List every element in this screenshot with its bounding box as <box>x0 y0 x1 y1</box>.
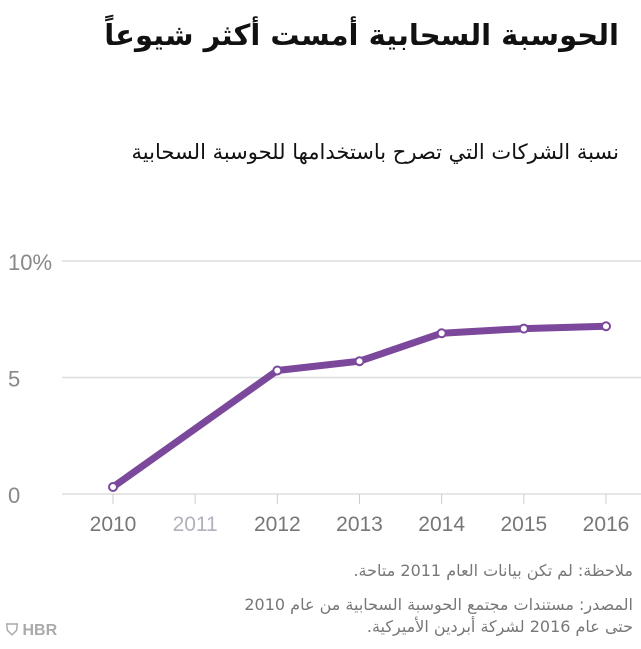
x-tick-label: 2011 <box>173 513 218 536</box>
chart-note: ملاحظة: لم تكن بيانات العام 2011 متاحة. <box>353 561 633 580</box>
source-line-1: المصدر: مستندات مجتمع الحوسبة السحابية م… <box>244 595 633 614</box>
x-tick-label: 2016 <box>583 513 630 536</box>
x-tick-label: 2015 <box>500 513 547 536</box>
y-tick-label: 5 <box>8 367 20 392</box>
y-tick-label: 10% <box>8 250 52 275</box>
data-point <box>354 356 365 367</box>
data-point <box>108 482 118 493</box>
source-line-2: حتى عام 2016 لشركة أبردين الأميركية. <box>366 617 633 636</box>
data-point <box>436 328 447 339</box>
chart-subtitle: نسبة الشركات التي تصرح باستخدامها للحوسب… <box>131 140 619 164</box>
data-point <box>272 365 283 376</box>
chart-title: الحوسبة السحابية أمست أكثر شيوعاً <box>104 18 619 52</box>
y-tick-label: 0 <box>8 483 20 508</box>
data-point <box>518 323 529 334</box>
shield-icon: ⛉ <box>6 622 19 639</box>
series-line <box>109 322 610 491</box>
x-tick-label: 2013 <box>336 513 383 536</box>
x-tick-label: 2014 <box>418 513 465 536</box>
logo-text: HBR <box>22 622 58 639</box>
hbr-logo: ⛉ HBR <box>6 622 57 640</box>
data-point <box>601 321 611 332</box>
x-tick-label: 2010 <box>90 513 137 536</box>
x-tick-label: 2012 <box>254 513 301 536</box>
